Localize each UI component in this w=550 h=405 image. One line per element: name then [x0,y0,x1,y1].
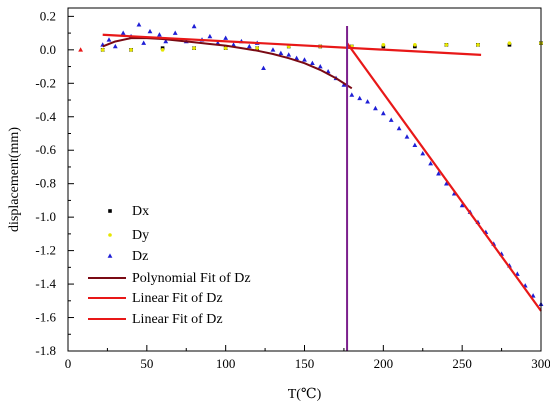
dz-point [120,30,126,35]
dz-point [412,142,418,147]
y-tick-labels: 0.2 0.0 -0.2 -0.4 -0.6 -0.8 -1.0 -1.2 -1.4 -1.6 -1… [35,8,56,358]
dz-point [388,117,394,122]
dy-point [507,41,512,45]
x-tick-label: 150 [295,356,315,371]
legend-label: Dz [132,249,148,264]
dy-point [413,43,417,47]
dz-point [246,43,252,49]
y-tick-label: -0.4 [35,109,56,124]
dz-point [172,30,178,35]
dz-point [270,47,276,52]
dz-point [294,55,300,60]
x-tick-label: 0 [65,356,72,371]
legend-entry: Dx [108,204,149,219]
dz-point [106,37,112,42]
dz-point [325,68,331,74]
linear-fit-line-2 [346,42,542,312]
legend-label: Dx [132,204,149,219]
legend-label: Linear Fit of Dz [132,291,223,306]
dz-point [357,95,363,101]
plot-frame [67,7,542,352]
y-axis-label: displacement(mm) [7,127,22,232]
y-tick-label: -0.6 [35,142,56,157]
dz-point [380,110,386,116]
dz-point [286,52,292,57]
outlier-point [78,47,84,52]
legend-entry: Linear Fit of Dz [88,312,223,327]
dz-point [444,181,449,186]
y-tick-label: -0.8 [35,176,56,191]
dy-point [255,46,259,50]
y-tick-label: -1.0 [35,209,56,224]
dz-point [428,161,434,166]
y-tick-label: -0.2 [35,75,56,90]
y-tick-label: -1.4 [35,276,56,291]
dz-point [207,33,213,39]
dy-point [476,43,480,47]
linear-fit-line-1 [102,33,482,56]
legend-entry: Polynomial Fit of Dz [88,271,251,286]
dz-point [157,32,162,37]
dy-point [192,46,196,50]
dz-point [309,60,315,66]
x-tick-label: 50 [140,356,153,371]
legend: Dx Dy Dz Polynomial Fit of Dz Linear Fit of … [88,204,251,327]
legend-entry: Dy [108,228,149,243]
dz-point [459,202,465,208]
dz-point [317,63,323,69]
dy-point [381,43,386,47]
series-dz [100,22,544,306]
dz-point [349,92,355,97]
dz-point [404,134,410,139]
dz-point [223,35,229,40]
legend-label: Polynomial Fit of Dz [132,271,251,286]
x-tick-label: 250 [452,356,472,371]
legend-label: Linear Fit of Dz [132,312,223,327]
dy-point [444,43,449,47]
dy-point [223,46,228,50]
x-tick-label: 200 [374,356,394,371]
x-tick-label: 100 [216,356,236,371]
dy-point [160,48,165,52]
dz-point [112,43,118,49]
dz-point [420,150,426,156]
polynomial-fit-line [102,37,353,90]
legend-entry: Linear Fit of Dz [88,291,223,306]
dz-point [191,23,197,29]
legend-marker [108,209,112,213]
x-tick-labels: 0 50 100 150 200 250 300 [65,356,550,371]
dz-point [278,50,284,55]
dz-point [261,65,266,71]
dz-point [302,57,307,62]
legend-label: Dy [132,228,149,243]
y-tick-label: 0.2 [40,8,56,23]
dz-point [373,105,378,111]
dz-point [147,28,153,34]
y-tick-label: 0.0 [40,42,56,57]
dy-point [100,48,105,52]
dz-point [141,40,147,45]
legend-entry: Dz [107,249,148,264]
dz-point [341,82,347,87]
dz-point [396,125,402,131]
dy-point [129,48,133,52]
y-tick-label: -1.2 [35,243,56,258]
legend-marker [108,233,112,237]
dz-point [163,38,169,44]
dz-point [136,22,142,27]
legend-marker [107,253,113,258]
y-tick-label: -1.6 [35,310,56,325]
x-axis-label: T(℃) [288,387,322,402]
x-tick-label: 300 [531,356,550,371]
dz-point [436,171,441,176]
dz-point [365,99,370,104]
y-tick-label: -1.8 [35,343,56,358]
dz-point [231,42,236,47]
